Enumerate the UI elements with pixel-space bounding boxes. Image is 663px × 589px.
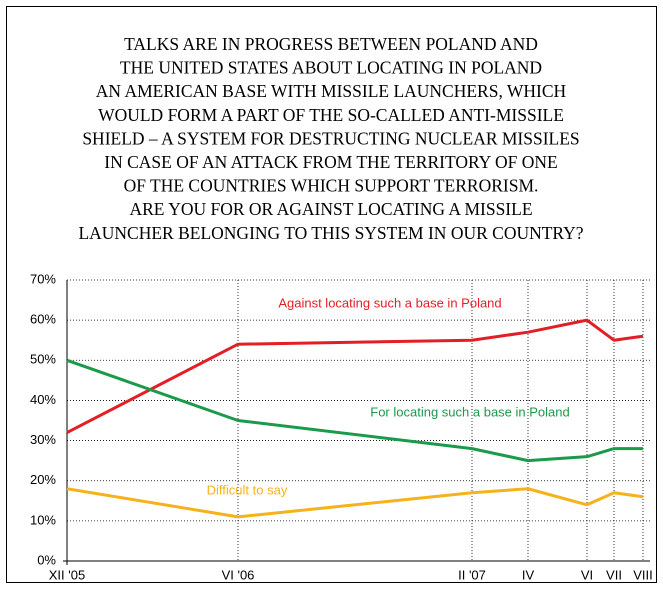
chart-title: OF THE COUNTRIES WHICH SUPPORT TERRORISM… (124, 176, 539, 196)
x-tick-label: XII '05 (49, 567, 85, 582)
y-tick-label: 60% (30, 312, 56, 327)
x-tick-label: VI (581, 567, 593, 582)
y-tick-label: 40% (30, 392, 56, 407)
chart-title: SHIELD – A SYSTEM FOR DESTRUCTING NUCLEA… (82, 128, 579, 148)
frame (6, 6, 657, 583)
chart-title: ARE YOU FOR OR AGAINST LOCATING A MISSIL… (129, 199, 532, 219)
y-tick-label: 50% (30, 352, 56, 367)
x-tick-label: II '07 (458, 567, 486, 582)
chart-title: AN AMERICAN BASE WITH MISSILE LAUNCHERS,… (96, 81, 567, 101)
chart-title: THE UNITED STATES ABOUT LOCATING IN POLA… (120, 58, 542, 78)
x-tick-label: VIII (633, 567, 653, 582)
series-label: Difficult to say (207, 482, 288, 497)
y-tick-label: 10% (30, 512, 56, 527)
y-tick-label: 30% (30, 432, 56, 447)
chart-title: TALKS ARE IN PROGRESS BETWEEN POLAND AND (124, 34, 538, 54)
x-tick-label: VI '06 (222, 567, 255, 582)
x-tick-label: IV (522, 567, 535, 582)
series-label: For locating such a base in Poland (370, 404, 569, 419)
x-tick-label: VII (606, 567, 622, 582)
series-label: Against locating such a base in Poland (278, 295, 501, 310)
series-line (66, 358, 643, 463)
series-line (66, 318, 644, 434)
series-line (66, 487, 644, 519)
y-tick-label: 20% (30, 472, 56, 487)
chart-title: WOULD FORM A PART OF THE SO-CALLED ANTI-… (98, 105, 564, 125)
y-tick-label: 70% (30, 271, 56, 286)
chart-title: IN CASE OF AN ATTACK FROM THE TERRITORY … (104, 152, 558, 172)
y-tick-label: 0% (37, 552, 56, 567)
chart-title: LAUNCHER BELONGING TO THIS SYSTEM IN OUR… (78, 223, 583, 243)
